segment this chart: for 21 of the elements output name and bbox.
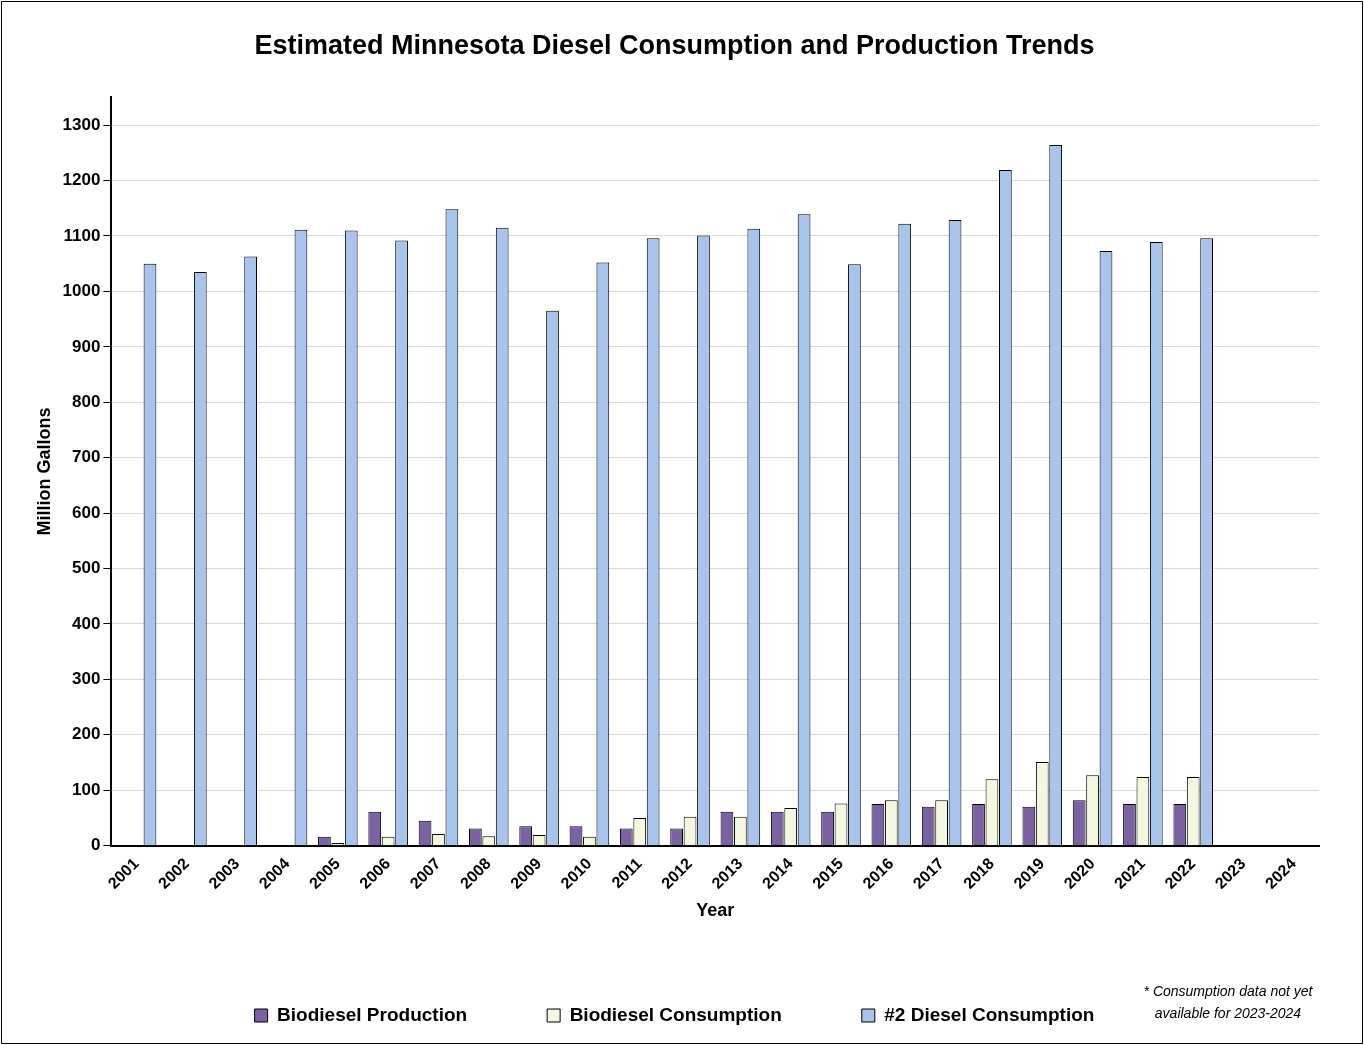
y-tick-label: 100 xyxy=(72,779,101,799)
text: * Consumption data not yet available for 2023-2024 xyxy=(1143,982,1314,1021)
y-tick-label: 1100 xyxy=(63,225,101,245)
y-tick-label: 900 xyxy=(72,336,101,356)
y-tick-label: 600 xyxy=(72,502,101,522)
x-axis-title: Year xyxy=(696,900,735,921)
y-tick-label: 500 xyxy=(72,558,101,578)
y-tick-label: 1300 xyxy=(62,114,101,134)
y-tick-label: 400 xyxy=(72,613,101,633)
legend-label: Biodiesel Consumption xyxy=(569,1003,782,1025)
chart-title: Estimated Minnesota Diesel Consumption and Production Trends xyxy=(254,29,1095,60)
legend-label: Biodiesel Production xyxy=(277,1003,468,1025)
y-tick-label: 1200 xyxy=(62,170,101,190)
y-tick-label: 200 xyxy=(72,724,101,744)
y-tick-label: 800 xyxy=(72,391,101,411)
y-tick-label: 700 xyxy=(72,447,101,467)
y-tick-label: 1000 xyxy=(62,281,101,301)
legend-label: #2 Diesel Consumption xyxy=(884,1003,1095,1025)
y-tick-label: 300 xyxy=(72,669,101,689)
y-axis-title: Million Gallons xyxy=(33,407,54,536)
y-tick-label: 0 xyxy=(90,835,101,855)
